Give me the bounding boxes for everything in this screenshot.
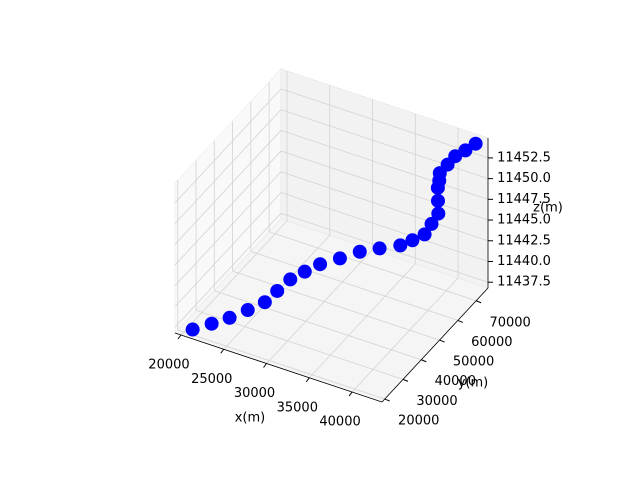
z-tick-label: 11442.5 (497, 233, 551, 248)
point (270, 283, 285, 298)
grid-line (268, 231, 477, 302)
point (431, 206, 446, 221)
point (405, 233, 420, 248)
grid-line (174, 130, 282, 245)
grid-line (174, 212, 282, 328)
grid-line (280, 171, 489, 242)
z-tick-label: 11445.0 (497, 213, 551, 228)
grid-line (232, 270, 440, 341)
point (240, 303, 255, 318)
y-tick-label: 40000 (435, 374, 476, 389)
grid-line (351, 277, 459, 393)
x-axis-label: x(m) (235, 411, 266, 426)
point (393, 238, 408, 253)
grid-line (266, 249, 373, 364)
y-tick (475, 300, 482, 304)
grid-line (250, 251, 458, 321)
y-tick-label: 20000 (398, 414, 439, 429)
x-tick-label: 35000 (277, 400, 318, 415)
grid-line (280, 192, 489, 262)
point (257, 295, 272, 310)
z-tick-label: 11452.5 (497, 150, 551, 165)
grid-line (280, 150, 489, 221)
y-axis-label: y(m) (458, 376, 489, 391)
y-tick-label: 50000 (453, 355, 494, 370)
z-tick-label: 11450.0 (497, 171, 551, 186)
z-tick-label: 11440.0 (497, 254, 551, 269)
z-axis-label: z(m) (533, 201, 563, 216)
grid-line (280, 129, 489, 200)
x-tick-label: 20000 (148, 357, 189, 372)
y-tick (421, 359, 427, 363)
point (185, 322, 200, 337)
x-tick (177, 334, 182, 340)
grid-line (174, 109, 282, 224)
grid-line (309, 263, 416, 379)
x-tick (305, 377, 310, 383)
point (297, 264, 312, 279)
grid-line (214, 290, 422, 361)
grid-line (174, 88, 282, 204)
y-tick (402, 378, 409, 382)
point (283, 272, 298, 287)
grid-line (174, 150, 282, 266)
point (468, 136, 483, 151)
point (352, 244, 367, 259)
axis-line (174, 332, 383, 403)
grid-line (174, 171, 282, 287)
point (417, 227, 432, 242)
point (372, 241, 387, 256)
x-tick-label: 25000 (191, 372, 232, 387)
grid-line (280, 88, 489, 159)
z-tick-label: 11447.5 (497, 192, 551, 207)
axis-line (381, 287, 489, 403)
point (424, 216, 439, 231)
grid-line (180, 220, 288, 336)
z-tick-label: 11437.5 (497, 275, 551, 290)
point (458, 143, 473, 158)
point (222, 310, 237, 325)
y-tick-label: 70000 (489, 315, 530, 330)
x-tick (220, 348, 225, 354)
point (430, 193, 445, 208)
y-tick (457, 319, 464, 323)
x-tick-label: 30000 (234, 386, 275, 401)
y-tick (384, 398, 390, 402)
y-tick-label: 30000 (416, 394, 457, 409)
point (313, 257, 328, 272)
x-tick (263, 363, 267, 368)
point (204, 316, 219, 331)
y-tick (439, 339, 445, 343)
point (332, 251, 347, 266)
x-tick-label: 40000 (319, 415, 360, 430)
grid-line (174, 192, 282, 307)
grid-line (177, 329, 385, 400)
x-tick (348, 391, 353, 397)
y-tick-label: 60000 (471, 335, 512, 350)
